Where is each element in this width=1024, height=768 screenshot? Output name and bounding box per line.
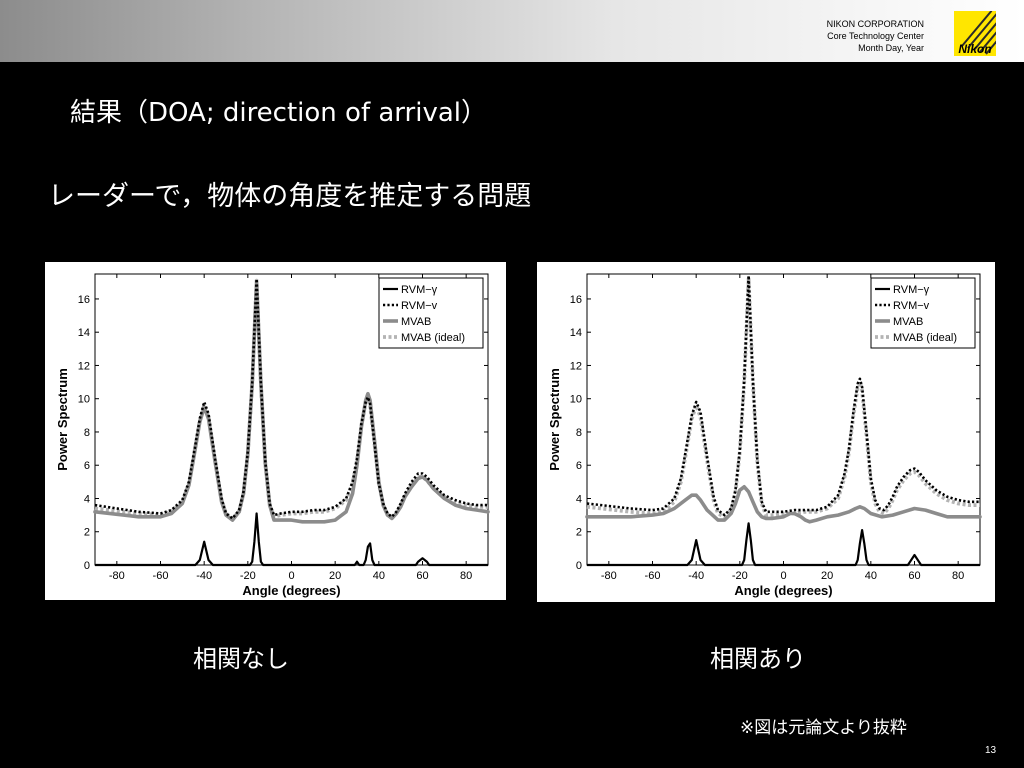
nikon-logo: Nikon bbox=[954, 11, 996, 56]
company-info: NIKON CORPORATION Core Technology Center… bbox=[827, 18, 924, 54]
c0-legend-label-2: MVAB bbox=[401, 316, 431, 328]
header-date: Month Day, Year bbox=[858, 43, 924, 53]
c0-y-axis-label: Power Spectrum bbox=[55, 368, 70, 471]
c1-xtick-label-6: 40 bbox=[865, 570, 877, 582]
c1-y-axis-label: Power Spectrum bbox=[547, 368, 562, 471]
company-division: Core Technology Center bbox=[827, 31, 924, 41]
chart-uncorrelated: -80 -60 -40 -20 0 20 40 60 80 0 2 4 6 8 10 12 14 16 Angle … bbox=[55, 273, 490, 598]
c0-ytick-label-8: 16 bbox=[78, 294, 90, 306]
c1-ytick-label-1: 2 bbox=[576, 527, 582, 539]
c1-ytick-label-4: 8 bbox=[576, 427, 582, 439]
c1-series-0-line bbox=[587, 522, 980, 567]
c0-legend-label-0: RVM−γ bbox=[401, 284, 438, 296]
c0-legend-label-1: RVM−v bbox=[401, 300, 438, 312]
source-note: ※図は元論文より抜粋 bbox=[740, 718, 907, 738]
c1-ytick-label-2: 4 bbox=[576, 493, 582, 505]
slide-subtitle: レーダーで，物体の角度を推定する問題 bbox=[48, 181, 532, 212]
c1-xtick-label-0: -80 bbox=[601, 570, 617, 582]
c1-xtick-label-4: 0 bbox=[780, 570, 786, 582]
c0-legend-label-3: MVAB (ideal) bbox=[401, 332, 465, 344]
c0-xtick-label-6: 40 bbox=[373, 570, 385, 582]
c1-legend-label-2: MVAB bbox=[893, 316, 923, 328]
c1-xtick-label-5: 20 bbox=[821, 570, 833, 582]
c0-xtick-label-3: -20 bbox=[240, 570, 256, 582]
c1-ytick-label-7: 14 bbox=[570, 327, 582, 339]
c0-ytick-label-0: 0 bbox=[84, 560, 90, 572]
c0-ytick-label-1: 2 bbox=[84, 527, 90, 539]
c0-xtick-label-4: 0 bbox=[288, 570, 294, 582]
slide-header: NIKON CORPORATION Core Technology Center… bbox=[0, 0, 1024, 62]
c1-ytick-label-3: 6 bbox=[576, 460, 582, 472]
caption-uncorrelated: 相関なし bbox=[193, 645, 289, 673]
c1-ytick-label-0: 0 bbox=[576, 560, 582, 572]
c0-ytick-label-3: 6 bbox=[84, 460, 90, 472]
logo-text: Nikon bbox=[958, 42, 992, 56]
c0-ytick-label-5: 10 bbox=[78, 394, 90, 406]
c0-xtick-label-7: 60 bbox=[416, 570, 428, 582]
page-number: 13 bbox=[985, 745, 997, 756]
chart-panel-uncorrelated: -80 -60 -40 -20 0 20 40 60 80 0 2 4 6 8 10 12 14 16 Angle … bbox=[45, 262, 506, 600]
c0-x-axis-label: Angle (degrees) bbox=[242, 583, 340, 598]
c1-series-1-line bbox=[586, 274, 980, 517]
c0-xtick-label-8: 80 bbox=[460, 570, 472, 582]
c1-ytick-label-8: 16 bbox=[570, 294, 582, 306]
c1-legend-label-0: RVM−γ bbox=[893, 284, 930, 296]
c0-ytick-label-4: 8 bbox=[84, 427, 90, 439]
c1-xtick-label-1: -60 bbox=[645, 570, 661, 582]
caption-correlated: 相関あり bbox=[710, 645, 806, 673]
c0-xtick-label-1: -60 bbox=[153, 570, 169, 582]
c1-series-3-line bbox=[586, 277, 980, 519]
c0-xtick-label-2: -40 bbox=[196, 570, 212, 582]
chart-panel-correlated: -80 -60 -40 -20 0 20 40 60 80 0 2 4 6 8 10 12 14 16 Angle … bbox=[537, 262, 995, 602]
c0-ytick-label-7: 14 bbox=[78, 327, 90, 339]
company-name: NIKON CORPORATION bbox=[826, 19, 924, 29]
c1-x-axis-label: Angle (degrees) bbox=[734, 583, 832, 598]
c0-series-1-line bbox=[94, 277, 488, 520]
c0-xtick-label-0: -80 bbox=[109, 570, 125, 582]
c1-xtick-label-7: 60 bbox=[908, 570, 920, 582]
c1-legend-label-3: MVAB (ideal) bbox=[893, 332, 957, 344]
c1-xtick-label-2: -40 bbox=[688, 570, 704, 582]
c1-xtick-label-8: 80 bbox=[952, 570, 964, 582]
c1-series-2-line bbox=[585, 485, 982, 524]
c1-legend-label-1: RVM−v bbox=[893, 300, 930, 312]
c1-ytick-label-5: 10 bbox=[570, 394, 582, 406]
c0-xtick-label-5: 20 bbox=[329, 570, 341, 582]
chart-correlated: -80 -60 -40 -20 0 20 40 60 80 0 2 4 6 8 10 12 14 16 Angle … bbox=[547, 273, 982, 598]
c1-xtick-label-3: -20 bbox=[732, 570, 748, 582]
c0-series-0-line bbox=[95, 512, 488, 567]
slide-title: 結果（DOA; direction of arrival） bbox=[70, 98, 487, 128]
c1-ytick-label-6: 12 bbox=[570, 360, 582, 372]
c0-ytick-label-6: 12 bbox=[78, 360, 90, 372]
c0-ytick-label-2: 4 bbox=[84, 493, 90, 505]
